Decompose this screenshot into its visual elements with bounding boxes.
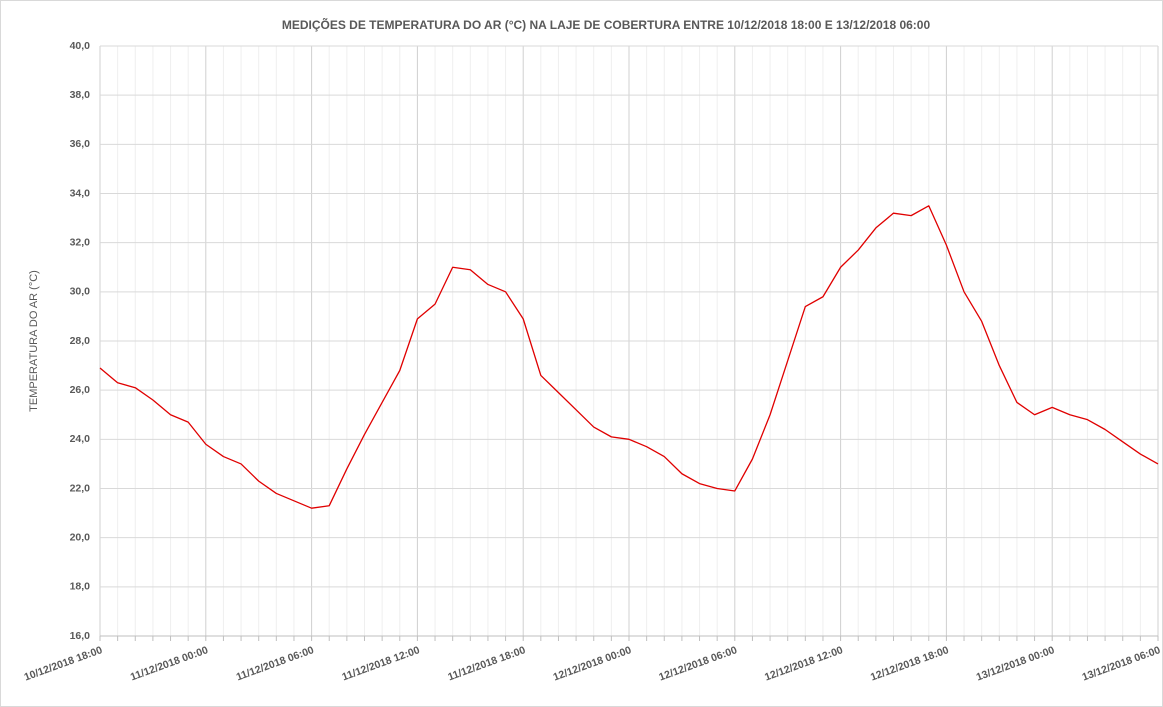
- y-tick-label: 28,0: [70, 335, 91, 347]
- y-axis-label: TEMPERATURA DO AR (°C): [28, 270, 40, 412]
- chart-title: MEDIÇÕES DE TEMPERATURA DO AR (°C) NA LA…: [282, 17, 931, 32]
- y-tick-label: 20,0: [70, 531, 91, 543]
- y-tick-label: 22,0: [70, 482, 91, 494]
- y-tick-label: 32,0: [70, 236, 91, 248]
- y-tick-label: 18,0: [70, 581, 91, 593]
- y-tick-label: 34,0: [70, 187, 91, 199]
- y-tick-label: 30,0: [70, 286, 91, 298]
- y-tick-label: 26,0: [70, 384, 91, 396]
- y-tick-label: 40,0: [70, 40, 91, 52]
- y-tick-label: 24,0: [70, 433, 91, 445]
- y-tick-label: 38,0: [70, 89, 91, 101]
- data-line: [99, 205, 1159, 509]
- y-tick-label: 36,0: [70, 138, 91, 150]
- y-tick-label: 16,0: [70, 630, 91, 642]
